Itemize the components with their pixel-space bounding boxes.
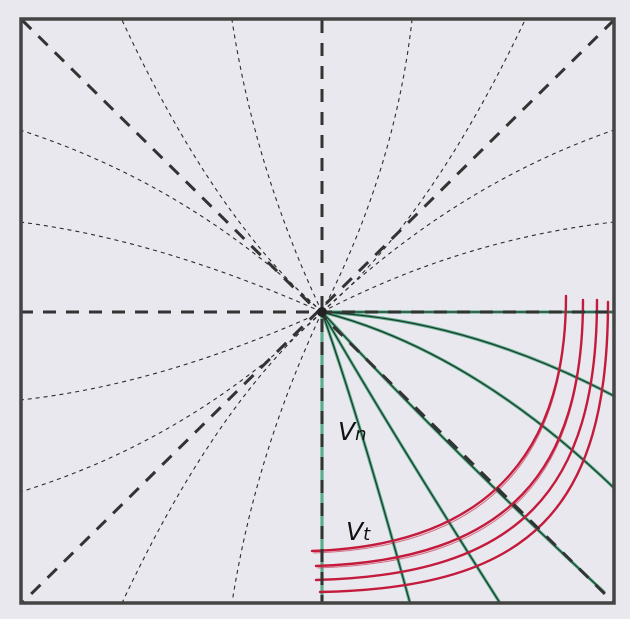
vt-label: Vt: [346, 517, 371, 546]
field-line: [231, 19, 323, 313]
frame: [19, 17, 616, 605]
field-line-green: [321, 311, 615, 489]
field-line: [321, 221, 615, 313]
field-line: [321, 129, 615, 313]
field-lines-fine: [19, 19, 615, 604]
center-point: [317, 307, 327, 317]
field-line: [19, 129, 323, 313]
field-line: [321, 19, 413, 313]
red-arc: [314, 298, 599, 582]
field-line: [19, 311, 323, 493]
vn-label: Vn: [338, 417, 367, 446]
red-arc: [318, 300, 610, 594]
field-line-green: [321, 311, 501, 604]
red-arc: [310, 294, 568, 553]
field-line: [121, 311, 323, 604]
tangential-arcs: [310, 294, 610, 594]
field-line: [231, 311, 323, 604]
